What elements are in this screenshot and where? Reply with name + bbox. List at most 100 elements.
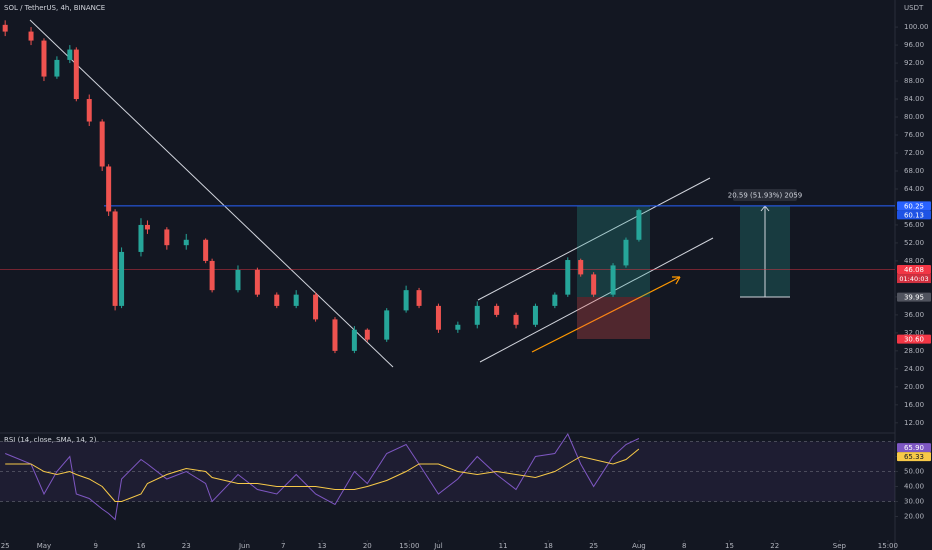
countdown-badge [897, 274, 931, 284]
x-tick-label: 15:00 [399, 542, 419, 550]
y-tick-label: 92.00 [904, 59, 924, 67]
x-tick-label: 22 [770, 542, 779, 550]
candle-body [164, 229, 170, 246]
candle-body [351, 329, 357, 351]
candle-body [403, 290, 409, 311]
x-tick-label: 25 [589, 542, 598, 550]
x-tick-label: Jul [433, 542, 443, 550]
channel-lower [479, 237, 714, 363]
candle-body [474, 305, 480, 325]
x-tick-label: Aug [632, 542, 646, 550]
price-badge [897, 443, 931, 453]
y-tick-label: 84.00 [904, 95, 924, 103]
candle-body [565, 260, 571, 295]
candle-body [455, 324, 461, 330]
x-tick-label: 23 [182, 542, 191, 550]
candle-body [578, 260, 584, 275]
currency: USDT [904, 4, 924, 12]
candle-body [636, 210, 642, 240]
price-badge-label: 65.33 [904, 453, 924, 461]
price-badge [897, 201, 931, 211]
long-stop-zone [577, 297, 650, 339]
y-tick-label: 48.00 [904, 257, 924, 265]
measure-text: 20.59 (51.93%) 2059 [728, 192, 802, 200]
candle-body [183, 239, 189, 246]
price-badge [897, 334, 931, 344]
candle-body [552, 294, 558, 306]
x-tick-label: 18 [544, 542, 553, 550]
rsi-tick-label: 30.00 [904, 498, 924, 506]
x-tick-label: 20 [363, 542, 372, 550]
price-badge-label: 30.60 [904, 336, 924, 344]
candle-body [274, 294, 280, 306]
candle-body [494, 305, 500, 315]
candle-body [591, 274, 597, 295]
candle-body [73, 49, 79, 100]
y-tick-label: 88.00 [904, 77, 924, 85]
candle-body [112, 211, 118, 306]
price-badge-label: 65.90 [904, 444, 924, 452]
candle-body [313, 294, 319, 320]
y-tick-label: 68.00 [904, 167, 924, 175]
channel-upper [477, 177, 711, 301]
price-badge [897, 292, 931, 302]
x-tick-label: 15:00 [878, 542, 898, 550]
candle-body [254, 269, 260, 295]
y-tick-label: 28.00 [904, 347, 924, 355]
y-tick-label: 100.00 [904, 23, 929, 31]
price-badge-label: 60.13 [904, 211, 924, 219]
y-tick-label: 20.00 [904, 383, 924, 391]
x-tick-label: 7 [281, 542, 285, 550]
arrow-line [531, 276, 681, 353]
y-tick-label: 52.00 [904, 239, 924, 247]
price-badge [897, 265, 931, 275]
candle-body [209, 260, 215, 291]
x-tick-label: May [37, 542, 51, 550]
candle-body [67, 49, 73, 60]
candle-body [623, 239, 629, 266]
y-tick-label: 16.00 [904, 401, 924, 409]
candle-body [293, 294, 299, 306]
candle-body [106, 166, 112, 212]
x-tick-label: Jun [238, 542, 250, 550]
symbol-title: SOL / TetherUS, 4h, BINANCE [4, 4, 105, 12]
x-tick-label: 15 [725, 542, 734, 550]
candle-body [416, 290, 422, 306]
y-tick-label: 72.00 [904, 149, 924, 157]
trend-line [29, 19, 394, 368]
x-tick-label: 9 [93, 542, 97, 550]
candle-body [138, 224, 144, 252]
candle-body [86, 99, 92, 122]
countdown: 01:40:03 [899, 275, 928, 283]
candle-body [119, 251, 125, 306]
candle-body [2, 24, 8, 32]
rsi-sma-line [5, 448, 640, 502]
price-badge [897, 210, 931, 220]
x-tick-label: 8 [682, 542, 686, 550]
candle-body [28, 31, 34, 41]
candle-body [435, 305, 441, 330]
x-tick-label: 16 [137, 542, 146, 550]
y-tick-label: 56.00 [904, 221, 924, 229]
y-tick-label: 36.00 [904, 311, 924, 319]
y-tick-label: 64.00 [904, 185, 924, 193]
candle-body [41, 40, 47, 77]
arrow-head [672, 276, 681, 285]
candle-body [384, 310, 390, 340]
rsi-label: RSI (14, close, SMA, 14, 2) [4, 436, 97, 444]
rsi-tick-label: 20.00 [904, 513, 924, 521]
x-tick-label: 11 [499, 542, 508, 550]
y-tick-label: 32.00 [904, 329, 924, 337]
y-tick-label: 24.00 [904, 365, 924, 373]
x-tick-label: Sep [833, 542, 847, 550]
price-badge [897, 452, 931, 462]
candle-body [513, 314, 519, 325]
rsi-tick-label: 40.00 [904, 483, 924, 491]
price-badge-label: 60.25 [904, 202, 924, 210]
y-tick-label: 96.00 [904, 41, 924, 49]
candle-body [99, 121, 105, 167]
candle-body [235, 269, 241, 291]
